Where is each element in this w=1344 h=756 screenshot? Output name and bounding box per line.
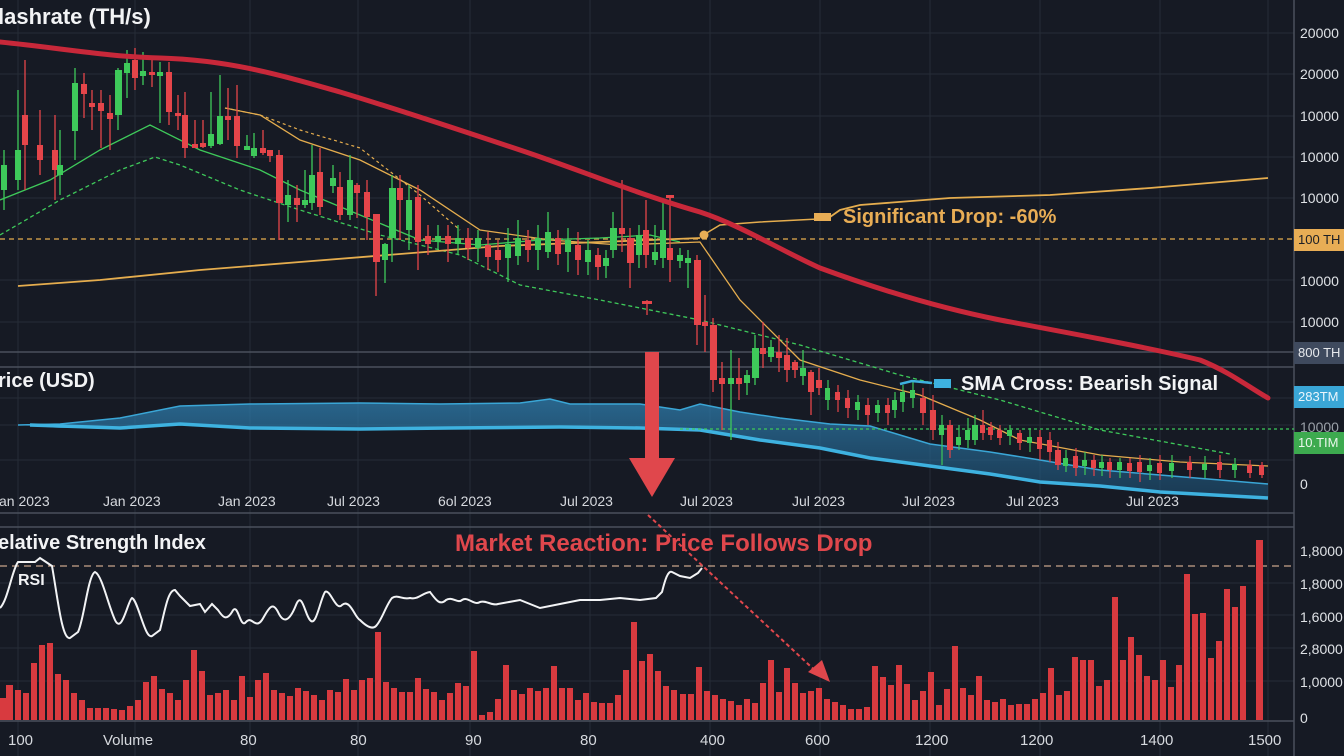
x-tick: Jul 2023 [902, 493, 955, 509]
grid [0, 0, 1294, 756]
x-tick: Jul 2023 [560, 493, 613, 509]
y-tick: 20000 [1300, 25, 1339, 41]
volume-tick: 1,6000 [1300, 609, 1343, 625]
x-tick: Jul 2023 [792, 493, 845, 509]
hashrate-panel-title: lashrate (TH/s) [0, 4, 151, 29]
hashrate-100th-badge: 100 TH [1294, 229, 1344, 251]
x-tick: 400 [700, 732, 726, 749]
x-tick: Jul 2023 [1126, 493, 1179, 509]
x-tick: 1200 [915, 732, 949, 749]
y-tick: 10000 [1300, 108, 1339, 124]
x-axis-label: Volume [103, 732, 154, 749]
x-tick: 6ol 2023 [438, 493, 492, 509]
x-tick: 80 [580, 732, 597, 749]
volume-tick: 2,8000 [1300, 641, 1343, 657]
x-tick: 90 [465, 732, 482, 749]
significant-drop-tag [814, 213, 831, 221]
volume-bars [0, 540, 1263, 720]
rsi-panel-title: elative Strength Index [0, 532, 206, 554]
x-tick: 1200 [1020, 732, 1054, 749]
sma-cross-tag [934, 379, 951, 388]
x-tick: Jul 2023 [327, 493, 380, 509]
x-tick: 80 [350, 732, 367, 749]
x-tick: Jan 2023 [0, 493, 50, 509]
sma-cross-annotation: SMA Cross: Bearish Signal [961, 373, 1219, 395]
price-panel-title: rice (USD) [0, 370, 95, 392]
reaction-arrow [647, 514, 823, 678]
down-arrow-icon [629, 352, 675, 497]
x-tick: 1500 [1248, 732, 1282, 749]
volume-tick: 0 [1300, 710, 1308, 726]
x-tick: 80 [240, 732, 257, 749]
x-tick: Jan 2023 [218, 493, 276, 509]
price-current-badge: 283TM [1294, 386, 1344, 408]
candlesticks [1, 48, 1264, 482]
x-tick: Jan 2023 [103, 493, 161, 509]
volume-tick: 1,8000 [1300, 576, 1343, 592]
rsi-line [0, 556, 703, 639]
y-tick: 10000 [1300, 149, 1339, 165]
significant-drop-annotation: Significant Drop: -60% [843, 206, 1057, 228]
y-tick: 10000 [1300, 314, 1339, 330]
hashrate-800th-badge: 800 TH [1294, 342, 1344, 364]
market-reaction-annotation: Market Reaction: Price Follows Drop [455, 530, 873, 557]
x-tick: Jul 2023 [1006, 493, 1059, 509]
x-tick: Jul 2023 [680, 493, 733, 509]
y-tick: 10000 [1300, 273, 1339, 289]
x-tick: 600 [805, 732, 831, 749]
x-tick: 100 [8, 732, 34, 749]
rsi-series-label: RSI [18, 572, 45, 589]
y-tick: 20000 [1300, 66, 1339, 82]
y-tick: 10000 [1300, 190, 1339, 206]
significant-drop-marker [699, 230, 709, 240]
price-band [17, 398, 1269, 500]
x-tick: 1400 [1140, 732, 1174, 749]
volume-tick: 1,8000 [1300, 543, 1343, 559]
y-tick: 0 [1300, 476, 1308, 492]
y-tick-ghost: 10000 [1300, 419, 1339, 435]
price-green-badge: 10.TIM [1294, 432, 1344, 454]
volume-tick: 1,0000 [1300, 674, 1343, 690]
hashrate-line [0, 39, 1271, 401]
